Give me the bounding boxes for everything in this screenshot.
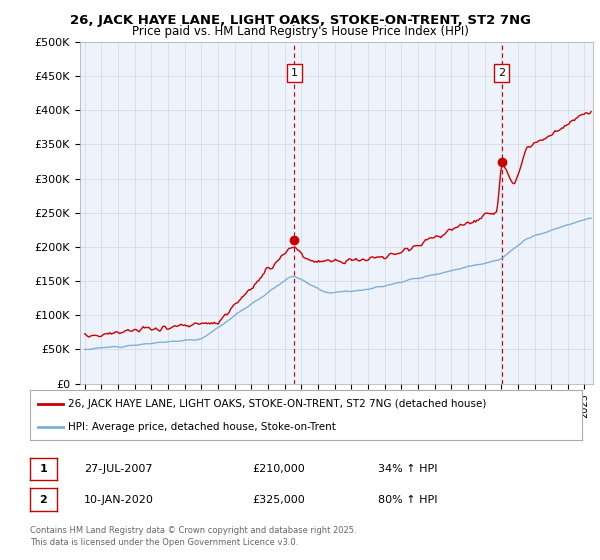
Text: 26, JACK HAYE LANE, LIGHT OAKS, STOKE-ON-TRENT, ST2 7NG: 26, JACK HAYE LANE, LIGHT OAKS, STOKE-ON…: [70, 14, 530, 27]
Text: HPI: Average price, detached house, Stoke-on-Trent: HPI: Average price, detached house, Stok…: [68, 422, 335, 432]
Text: £325,000: £325,000: [252, 494, 305, 505]
Text: 80% ↑ HPI: 80% ↑ HPI: [378, 494, 437, 505]
Text: 34% ↑ HPI: 34% ↑ HPI: [378, 464, 437, 474]
Text: Contains HM Land Registry data © Crown copyright and database right 2025.: Contains HM Land Registry data © Crown c…: [30, 526, 356, 535]
Text: 2: 2: [498, 68, 505, 78]
Text: £210,000: £210,000: [252, 464, 305, 474]
Text: 10-JAN-2020: 10-JAN-2020: [84, 494, 154, 505]
Text: This data is licensed under the Open Government Licence v3.0.: This data is licensed under the Open Gov…: [30, 538, 298, 547]
Text: 1: 1: [40, 464, 47, 474]
Text: 2: 2: [40, 494, 47, 505]
Text: Price paid vs. HM Land Registry's House Price Index (HPI): Price paid vs. HM Land Registry's House …: [131, 25, 469, 38]
Text: 26, JACK HAYE LANE, LIGHT OAKS, STOKE-ON-TRENT, ST2 7NG (detached house): 26, JACK HAYE LANE, LIGHT OAKS, STOKE-ON…: [68, 399, 486, 409]
Text: 27-JUL-2007: 27-JUL-2007: [84, 464, 152, 474]
Text: 1: 1: [290, 68, 298, 78]
